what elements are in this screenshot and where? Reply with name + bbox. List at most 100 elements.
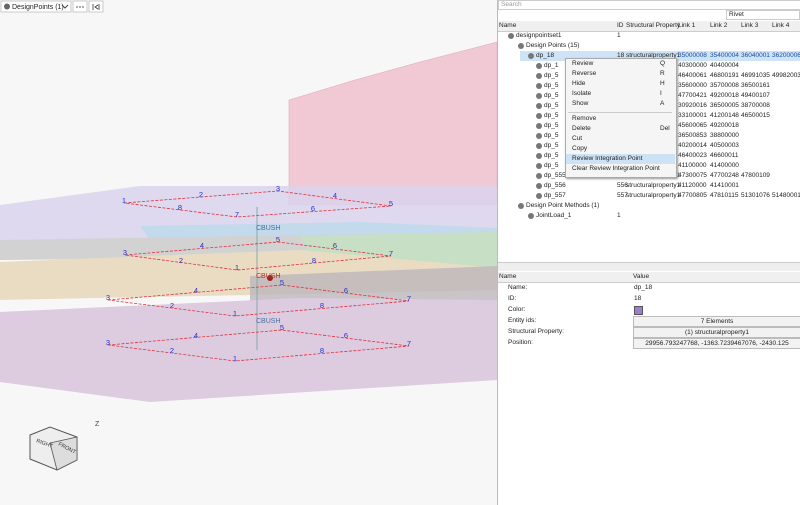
node-icon xyxy=(536,123,542,129)
node-label: 6 xyxy=(333,241,337,250)
row-id: 557 xyxy=(617,192,628,199)
node-icon xyxy=(536,63,542,69)
menu-item[interactable]: Remove xyxy=(572,115,597,122)
node-label: 4 xyxy=(200,241,204,250)
node-label: 7 xyxy=(235,210,239,219)
row-highlight[interactable] xyxy=(520,51,800,61)
node-icon xyxy=(536,163,542,169)
row-link: 41200148 xyxy=(710,112,739,119)
menu-shortcut: A xyxy=(660,100,665,107)
prop-value: 18 xyxy=(634,295,642,302)
tree-node[interactable]: dp_5 xyxy=(544,112,559,119)
tree-node[interactable]: dp_5 xyxy=(544,132,559,139)
rivet-outline xyxy=(107,284,410,317)
row-link: 36500161 xyxy=(741,82,770,89)
h-scrollbar[interactable] xyxy=(498,262,800,271)
tree-node[interactable]: dp_5 xyxy=(544,142,559,149)
column-header: ID xyxy=(617,22,624,29)
row-link: 47300075 xyxy=(678,172,707,179)
row-link: 41410001 xyxy=(710,182,739,189)
node-label: 8 xyxy=(178,203,182,212)
row-link: 51480001 xyxy=(772,192,800,199)
row-link: 36200006 xyxy=(772,52,800,59)
color-swatch[interactable] xyxy=(634,306,643,315)
rivet-outline xyxy=(107,329,410,362)
node-icon xyxy=(508,33,514,39)
node-label: 4 xyxy=(194,286,198,295)
tree-node[interactable]: dp_5 xyxy=(544,162,559,169)
tree-node[interactable]: dp_5 xyxy=(544,82,559,89)
node-label: 5 xyxy=(276,235,280,244)
tree-node[interactable]: dp_5 xyxy=(544,122,559,129)
menu-item[interactable]: Cut xyxy=(572,135,583,142)
node-label: 1 xyxy=(233,309,237,318)
column-header: Link 1 xyxy=(678,22,696,29)
row-link: 46400061 xyxy=(678,72,707,79)
menu-item[interactable]: Copy xyxy=(572,145,588,152)
menu-shortcut: H xyxy=(660,80,665,87)
tree-node[interactable]: Design Points (15) xyxy=(526,42,580,49)
row-link: 41100000 xyxy=(678,162,707,169)
selected-point[interactable] xyxy=(267,275,273,281)
node-label: 7 xyxy=(407,294,411,303)
tree-node[interactable]: dp_557 xyxy=(544,192,566,199)
menu-item[interactable]: Delete xyxy=(572,125,591,132)
row-id: 1 xyxy=(617,32,621,39)
menu-item[interactable]: Clear Review Integration Point xyxy=(572,165,660,172)
tab[interactable] xyxy=(0,0,72,13)
menu-item[interactable]: Review Integration Point xyxy=(572,155,643,162)
rivet-outline xyxy=(123,190,392,218)
node-label: 7 xyxy=(407,339,411,348)
node-label: 8 xyxy=(320,301,324,310)
tree-node[interactable]: dp_555 xyxy=(544,172,566,179)
menu-item[interactable]: Show xyxy=(572,100,589,107)
row-link: 51301076 xyxy=(741,192,770,199)
menu-item[interactable]: Hide xyxy=(572,80,586,87)
tree-node[interactable]: dp_18 xyxy=(536,52,555,59)
menu-item[interactable]: Review xyxy=(572,60,594,67)
menu-item[interactable]: Reverse xyxy=(572,70,597,77)
node-label: 7 xyxy=(389,249,393,258)
prop-value[interactable]: 29956.793247768, -1363.7239467076, -2430… xyxy=(633,338,800,349)
node-icon xyxy=(528,213,534,219)
tree-node[interactable]: JointLoad_1 xyxy=(536,212,572,219)
row-id: 18 xyxy=(617,52,625,59)
menu-highlight xyxy=(566,154,675,164)
node-icon xyxy=(536,153,542,159)
column-header: Link 2 xyxy=(710,22,728,29)
tree-node[interactable]: dp_5 xyxy=(544,72,559,79)
tree-node[interactable]: dp_556 xyxy=(544,182,566,189)
view-cube[interactable] xyxy=(29,426,78,471)
row-link: 49200018 xyxy=(710,122,739,129)
tree-node[interactable]: dp_5 xyxy=(544,102,559,109)
node-icon xyxy=(536,103,542,109)
tree-node[interactable]: designpointset1 xyxy=(516,32,562,39)
tree-node[interactable]: dp_5 xyxy=(544,92,559,99)
row-link: 35400004 xyxy=(710,52,739,59)
tree-node[interactable]: dp_1 xyxy=(544,62,559,69)
node-icon xyxy=(518,203,524,209)
row-link: 41400000 xyxy=(710,162,739,169)
row-link: 47700248 xyxy=(710,172,739,179)
search-box[interactable]: Search xyxy=(498,0,800,10)
prop-value[interactable]: (1) structuralproperty1 xyxy=(633,327,800,338)
menu-item[interactable]: Isolate xyxy=(572,90,592,97)
node-icon xyxy=(536,83,542,89)
node-label: 3 xyxy=(106,293,110,302)
node-icon xyxy=(536,73,542,79)
node-label: 5 xyxy=(389,199,393,208)
element-label: CBUSH xyxy=(256,318,281,325)
prop-value[interactable]: 7 Elements xyxy=(633,316,800,327)
dropdown-arrow xyxy=(61,4,69,9)
node-label: 5 xyxy=(280,278,284,287)
row-link: 35700008 xyxy=(710,82,739,89)
filter-dropdown[interactable]: Rivet xyxy=(726,10,800,20)
row-link: 30920016 xyxy=(678,102,707,109)
node-icon xyxy=(536,133,542,139)
tree-node[interactable]: dp_5 xyxy=(544,152,559,159)
divider xyxy=(497,0,498,505)
props-column: Name xyxy=(499,273,517,280)
tree-node[interactable]: Design Point Methods (1) xyxy=(526,202,600,209)
